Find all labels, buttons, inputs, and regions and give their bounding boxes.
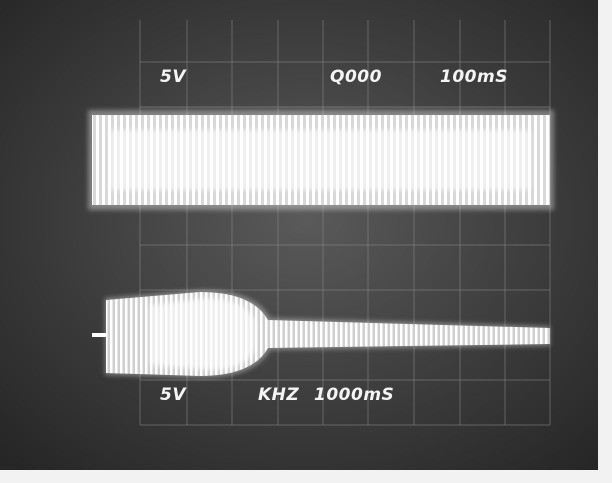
unit-readout: KHZ [258, 385, 299, 405]
trace-core [150, 298, 255, 370]
timebase-readout: 1000mS [314, 385, 394, 405]
photo-edge [598, 0, 612, 483]
trace-core [110, 130, 530, 190]
timebase-readout: 100mS [440, 67, 508, 87]
photo-edge [0, 470, 612, 483]
oscilloscope-photo: 5V Q000 100mS 5V KHZ 1000mS [0, 0, 612, 483]
volts-readout: 5V [160, 67, 187, 87]
volts-readout: 5V [160, 385, 187, 405]
screen-background [0, 0, 612, 483]
trigger-readout: Q000 [330, 67, 382, 87]
